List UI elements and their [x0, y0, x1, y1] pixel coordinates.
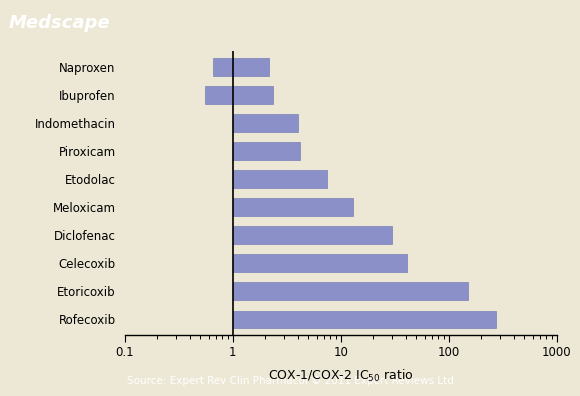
Bar — [233, 310, 495, 328]
Bar — [233, 198, 353, 216]
Bar — [212, 58, 270, 76]
Text: Medscape: Medscape — [9, 14, 110, 32]
Bar — [233, 114, 298, 131]
Bar — [233, 227, 392, 244]
Bar — [233, 255, 407, 272]
Text: Source: Expert Rev Clin Pharmacol © 2011 Expert Reviews Ltd: Source: Expert Rev Clin Pharmacol © 2011… — [126, 376, 454, 386]
Bar — [233, 170, 327, 188]
Bar — [205, 86, 273, 104]
X-axis label: COX-1/COX-2 IC$_{50}$ ratio: COX-1/COX-2 IC$_{50}$ ratio — [268, 368, 414, 384]
Bar — [233, 282, 468, 300]
Bar — [233, 142, 300, 160]
